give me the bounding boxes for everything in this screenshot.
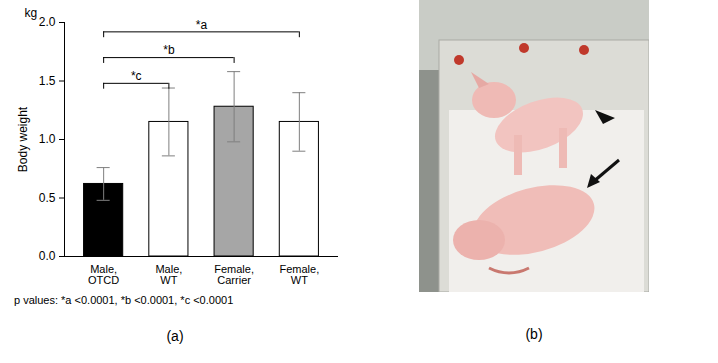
svg-text:1.0: 1.0 [39, 132, 56, 146]
svg-text:Male,WT: Male,WT [155, 263, 182, 286]
svg-text:0.5: 0.5 [39, 191, 56, 205]
svg-text:Body weight: Body weight [16, 106, 30, 172]
svg-text:Male,OTCD: Male,OTCD [88, 263, 119, 286]
svg-text:*a: *a [196, 18, 208, 32]
html-text:(b): (b) [525, 326, 543, 342]
svg-text:1.5: 1.5 [39, 74, 56, 88]
html-text:p values: *a <0.0001, *b <0.00: p values: *a <0.0001, *b <0.0001, *c <0.… [14, 294, 234, 306]
svg-text:0.0: 0.0 [39, 249, 56, 263]
svg-text:kg: kg [25, 6, 38, 20]
svg-text:*b: *b [163, 43, 175, 57]
html-text:(a): (a) [166, 328, 184, 344]
svg-text:2.0: 2.0 [39, 15, 56, 29]
svg-text:Female,Carrier: Female,Carrier [214, 263, 254, 286]
svg-text:*c: *c [131, 69, 142, 83]
svg-text:Female,WT: Female,WT [279, 263, 319, 286]
